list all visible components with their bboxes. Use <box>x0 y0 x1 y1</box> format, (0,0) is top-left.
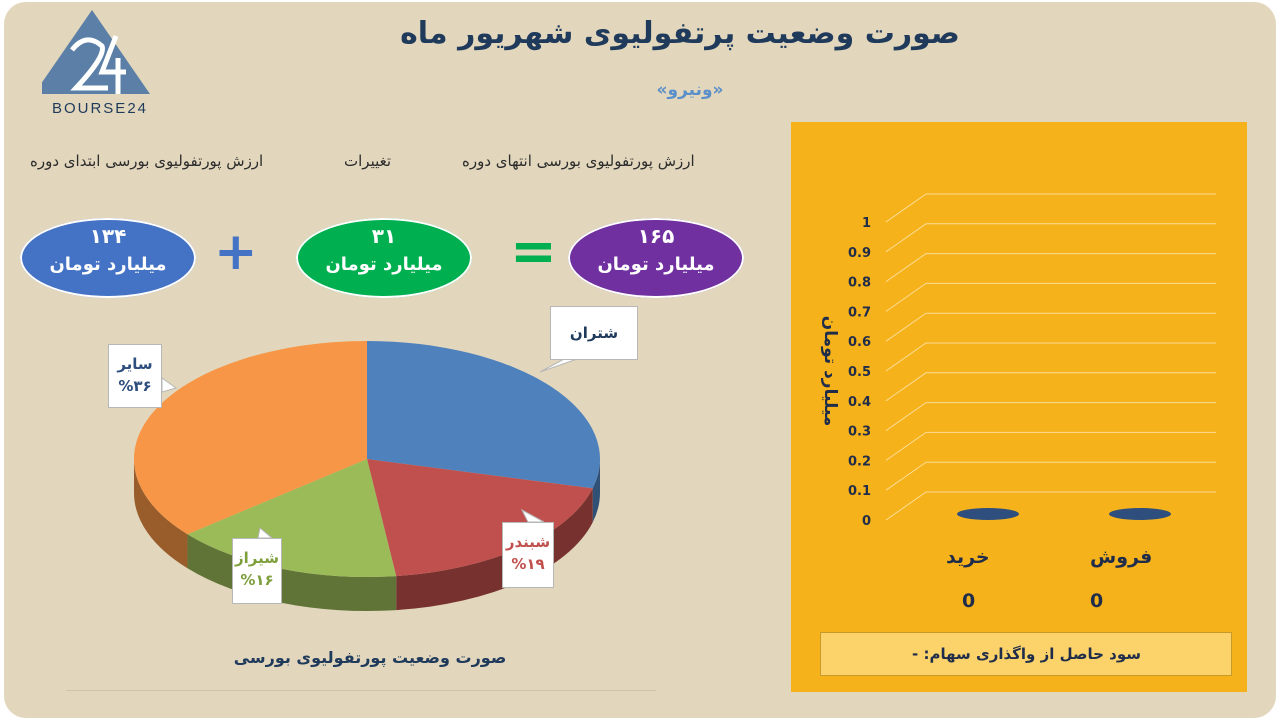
y-tick-label-4: 0.4 <box>848 395 871 410</box>
category-buy: خرید <box>946 546 990 568</box>
gridline-9 <box>885 223 1216 253</box>
callout-shabandar: شبندر %۱۹ <box>502 522 554 588</box>
slice-label-sayer: سایر <box>117 355 153 373</box>
start-value-label: ارزش پورتفولیوی بورسی ابتدای دوره <box>30 152 264 170</box>
y-tick-label-8: 0.8 <box>848 276 871 291</box>
end-value-label: ارزش پورتفولیوی بورسی انتهای دوره <box>462 152 695 170</box>
plus-sign: + <box>214 222 258 282</box>
category-sell: فروش <box>1090 546 1153 568</box>
slice-label-shetran: شتران <box>569 324 619 342</box>
change-label: تغییرات <box>344 152 392 170</box>
callout-tail-0 <box>539 357 581 373</box>
y-tick-label-6: 0.6 <box>848 335 871 350</box>
gridline-4 <box>885 372 1216 402</box>
change-value-unit: میلیارد تومان <box>325 254 443 275</box>
page-title: صورت وضعیت پرتفولیوی شهریور ماه <box>400 16 960 51</box>
gridline-6 <box>885 312 1216 342</box>
page-subtitle: «ونیرو» <box>656 80 724 100</box>
y-tick-label-7: 0.7 <box>848 305 871 320</box>
y-tick-label-9: 0.9 <box>848 246 871 261</box>
trades-panel <box>791 122 1247 692</box>
gridline-1 <box>885 461 1216 491</box>
end-value: ۱۶۵ <box>637 224 675 248</box>
y-tick-label-3: 0.3 <box>848 425 871 440</box>
callout-shiraz: شیراز %۱۶ <box>232 538 282 604</box>
callout-shetran: شتران <box>550 306 638 360</box>
callout-tail-3 <box>161 377 178 393</box>
value-buy: 0 <box>962 590 976 612</box>
pie-side-3 <box>134 459 188 569</box>
pie-slice-0 <box>367 341 600 489</box>
slice-label-shiraz: شیراز <box>235 549 279 567</box>
y-tick-label-1: 0.1 <box>848 484 871 499</box>
gridline-0 <box>885 491 1216 521</box>
gridline-5 <box>885 342 1216 372</box>
start-value: ۱۳۴ <box>89 224 127 248</box>
start-value-oval: ۱۳۴ میلیارد تومان <box>20 218 196 298</box>
equals-sign: = <box>510 219 557 284</box>
change-value-oval: ۳۱ میلیارد تومان <box>296 218 472 298</box>
y-tick-label-2: 0.2 <box>848 454 871 469</box>
y-axis-label: میلیارد تومان <box>820 316 840 427</box>
logo-text: BOURSE24 <box>51 100 149 117</box>
bar-0 <box>957 508 1019 520</box>
slice-label-shabandar: شبندر <box>505 533 551 551</box>
gridline-2 <box>885 431 1216 461</box>
divider <box>66 690 656 691</box>
y-tick-label-10: 1 <box>862 216 871 231</box>
pie-slice-3 <box>134 341 367 535</box>
bourse24-logo <box>42 10 150 94</box>
callout-sayer: سایر %۳۶ <box>108 344 162 408</box>
change-value: ۳۱ <box>371 224 397 248</box>
end-value-unit: میلیارد تومان <box>597 254 715 275</box>
y-tick-label-5: 0.5 <box>848 365 871 380</box>
gridline-8 <box>885 253 1216 283</box>
slice-percent-shabandar: %۱۹ <box>511 555 545 573</box>
value-sell: 0 <box>1090 590 1104 612</box>
y-tick-label-0: 0 <box>862 514 871 529</box>
gridline-10 <box>885 193 1216 223</box>
slice-percent-sayer: %۳۶ <box>118 377 152 395</box>
pie-caption: صورت وضعیت پورتفولیوی بورسی <box>233 648 507 667</box>
pie-slice-1 <box>367 459 593 577</box>
gridline-3 <box>885 402 1216 432</box>
slice-percent-shiraz: %۱۶ <box>240 571 274 589</box>
pie-side-1 <box>396 488 593 611</box>
pie-side-0 <box>592 459 600 523</box>
end-value-oval: ۱۶۵ میلیارد تومان <box>568 218 744 298</box>
start-value-unit: میلیارد تومان <box>49 254 167 275</box>
profit-box: سود حاصل از واگذاری سهام: - <box>820 632 1232 676</box>
trades-chart: 0 0.1 0.2 0.3 0.4 0.5 0.6 0.7 0.8 0.9 1 میلیارد توم… <box>820 193 1216 529</box>
logo-two <box>70 37 108 91</box>
logo-four <box>98 35 126 94</box>
bar-1 <box>1109 508 1171 520</box>
gridline-7 <box>885 282 1216 312</box>
